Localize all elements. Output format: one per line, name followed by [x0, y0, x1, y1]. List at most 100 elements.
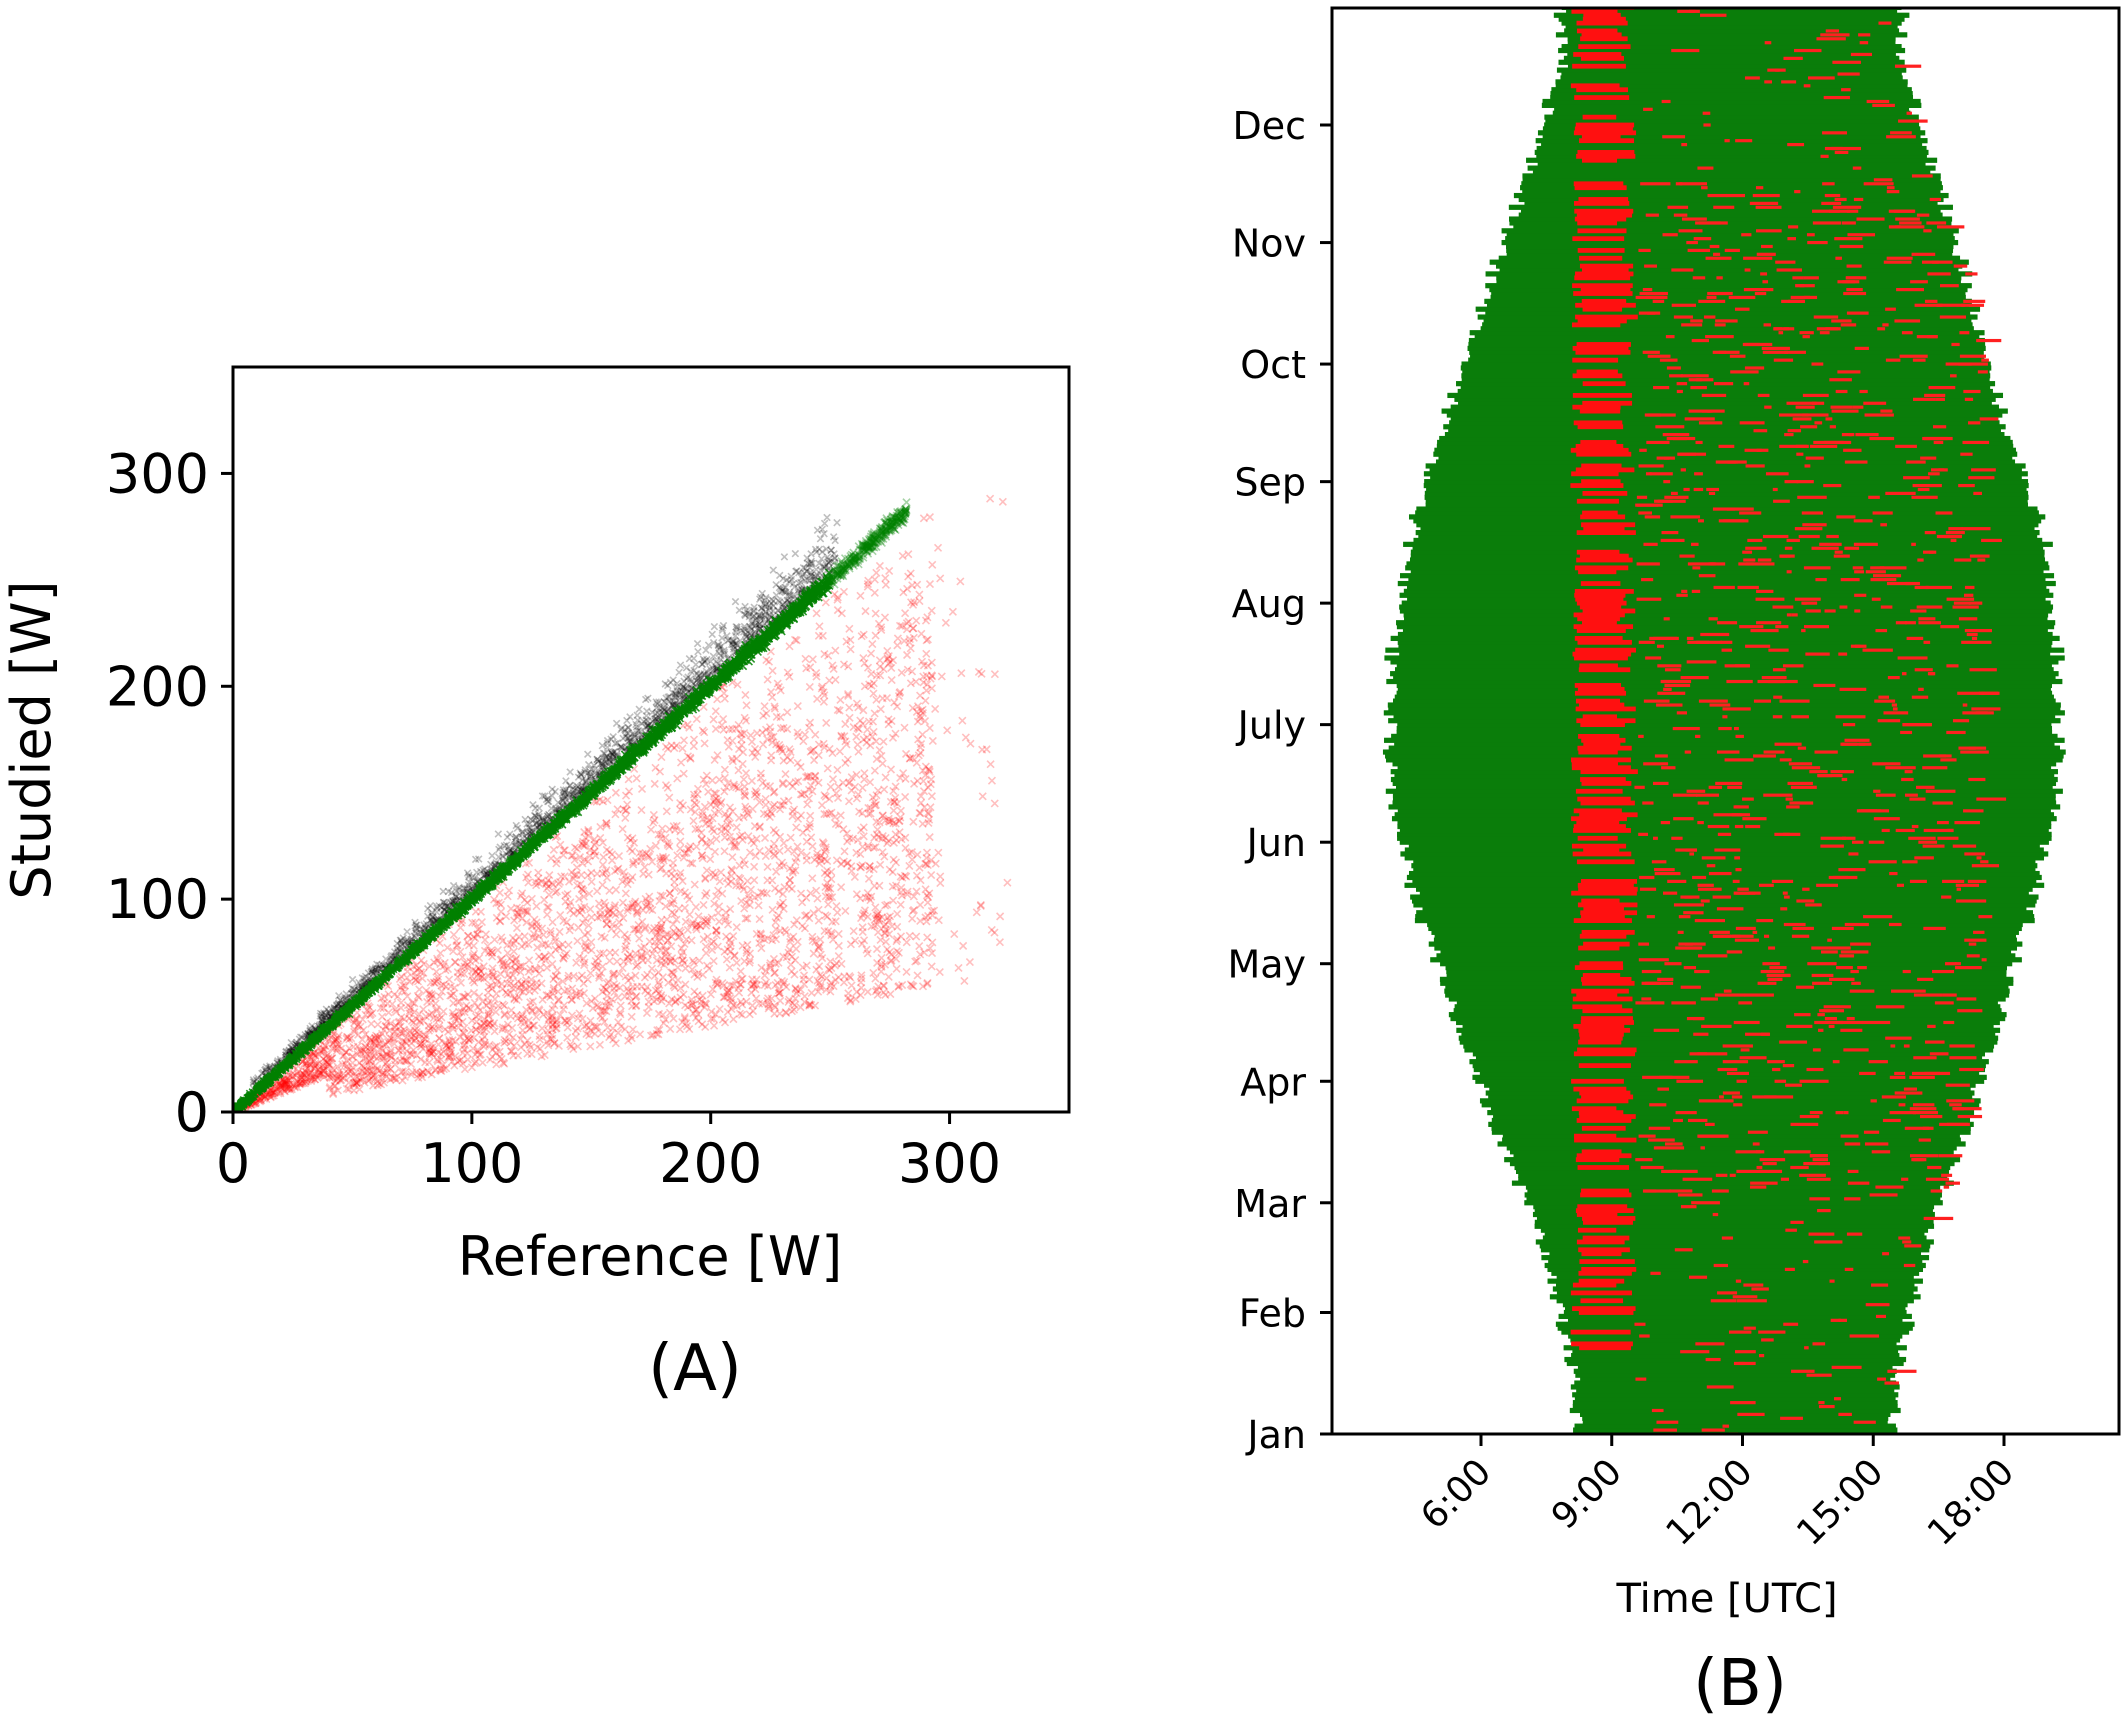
scatter-point [818, 631, 827, 640]
scatter-point [778, 889, 787, 899]
scatter-point [864, 874, 873, 883]
scatter-point [545, 871, 554, 880]
scatter-point [644, 870, 653, 879]
scatter-point [978, 745, 987, 754]
scatter-point [523, 908, 532, 917]
scatter-point [791, 549, 800, 558]
scatter-point [800, 730, 810, 739]
scatter-point [747, 776, 756, 786]
scatter-point [446, 991, 455, 1000]
scatter-point [400, 1072, 410, 1081]
scatter-point [411, 976, 420, 985]
scatter-point [469, 941, 478, 950]
scatter-point [889, 819, 898, 828]
scatter-point [563, 889, 572, 899]
scatter-point [915, 941, 924, 951]
scatter-point [647, 964, 656, 973]
scatter-point [804, 723, 814, 732]
scatter-point [880, 929, 890, 938]
scatter-point [590, 962, 599, 971]
scatter-point [786, 960, 795, 969]
scatter-point [435, 1034, 444, 1043]
scatter-point [720, 765, 729, 774]
scatter-point [632, 962, 641, 971]
scatter-point [785, 779, 794, 788]
scatter-point [665, 888, 674, 898]
scatter-point [501, 912, 511, 921]
scatter-point [553, 966, 562, 975]
scatter-point [586, 905, 595, 914]
scatter-point [834, 820, 843, 830]
scatter-point [796, 811, 806, 820]
scatter-point [722, 932, 731, 941]
scatter-point [763, 810, 772, 819]
scatter-point [473, 1003, 482, 1012]
scatter-point [702, 948, 711, 958]
scatter-point [856, 863, 866, 872]
scatter-point [762, 656, 771, 665]
scatter-point [713, 979, 722, 988]
scatter-point [995, 938, 1004, 947]
scatter-point [870, 588, 879, 597]
scatter-point [913, 971, 922, 980]
scatter-point [531, 965, 541, 974]
scatter-point [898, 551, 907, 561]
scatter-point [305, 1069, 314, 1078]
scatter-point [436, 1064, 446, 1073]
scatter-point [282, 1083, 292, 1092]
scatter-point [934, 916, 943, 925]
scatter-point [775, 861, 784, 870]
scatter-point [439, 887, 447, 896]
scatter-point [909, 817, 918, 826]
scatter-point [893, 909, 902, 919]
scatter-point [987, 925, 996, 935]
scatter-point [889, 806, 898, 815]
scatter-point [787, 884, 796, 893]
scatter-point [534, 1005, 543, 1014]
scatter-point [496, 955, 505, 964]
scatter-point [574, 923, 583, 932]
scatter-point [817, 801, 827, 810]
scatter-point [586, 1026, 596, 1035]
scatter-point [620, 930, 629, 939]
scatter-point [859, 823, 868, 832]
scatter-point [580, 930, 589, 940]
scatter-point [612, 957, 622, 966]
scatter-point [708, 630, 716, 639]
scatter-point [587, 913, 596, 922]
scatter-point [849, 927, 858, 936]
scatter-point [572, 958, 581, 967]
scatter-point [832, 856, 841, 865]
scatter-point [470, 978, 479, 987]
scatter-point [881, 925, 890, 934]
scatter-point [370, 1039, 380, 1048]
scatter-point [328, 1064, 337, 1073]
scatter-point [950, 930, 959, 939]
scatter-point [748, 1001, 757, 1010]
scatter-point [553, 996, 563, 1005]
scatter-point [976, 900, 985, 909]
scatter-point [836, 695, 845, 705]
scatter-point [431, 999, 440, 1008]
scatter-point [714, 886, 723, 895]
scatter-point [641, 923, 650, 932]
scatter-point [690, 987, 699, 996]
scatter-point [441, 1038, 450, 1047]
scatter-point [680, 903, 689, 912]
scatter-point [593, 913, 602, 922]
scatter-point [884, 720, 893, 729]
scatter-point [342, 1062, 351, 1071]
scatter-point [467, 972, 476, 981]
scatter-point [793, 937, 802, 946]
scatter-point [742, 769, 751, 778]
scatter-point [893, 641, 902, 650]
scatter-point [846, 940, 855, 949]
scatter-point [428, 1043, 437, 1052]
scatter-point [722, 955, 731, 964]
scatter-point [904, 572, 913, 581]
scatter-point [678, 955, 687, 965]
scatter-point [922, 848, 932, 857]
scatter-point [888, 816, 897, 825]
scatter-point [870, 766, 879, 775]
scatter-point [717, 827, 726, 836]
